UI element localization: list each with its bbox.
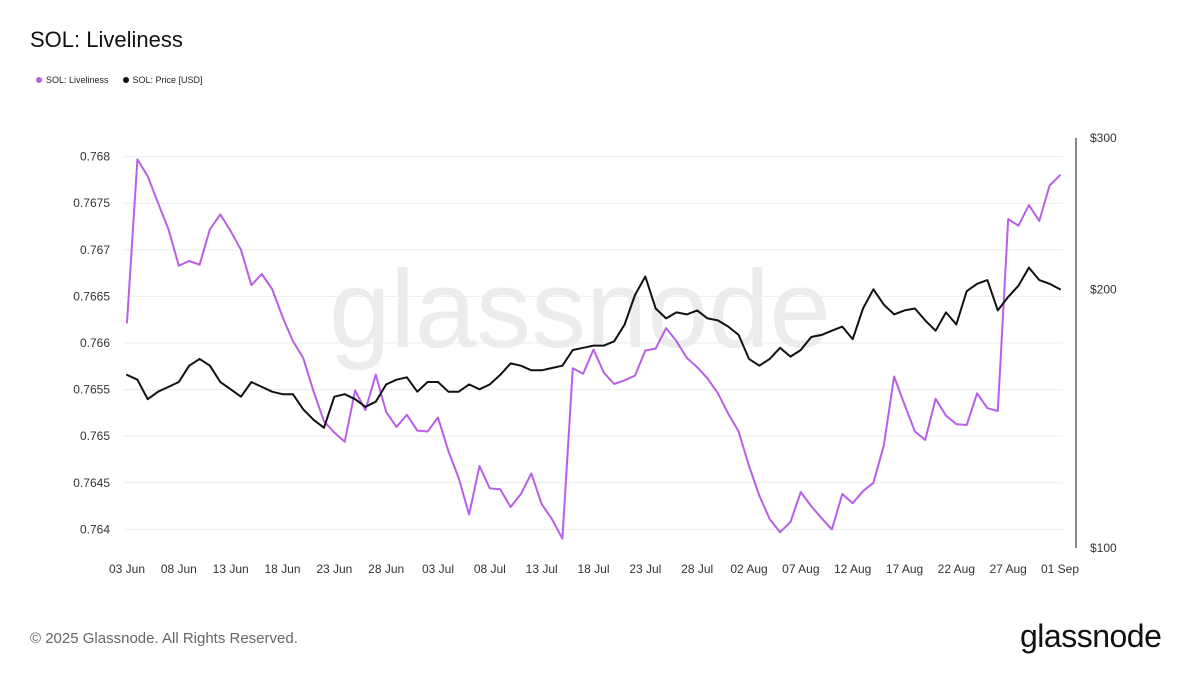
y-left-tick-label: 0.767 (80, 243, 110, 257)
x-tick-label: 07 Aug (782, 562, 819, 576)
x-tick-label: 17 Aug (886, 562, 923, 576)
x-tick-label: 27 Aug (989, 562, 1026, 576)
x-tick-label: 02 Aug (730, 562, 767, 576)
legend-item-liveliness[interactable]: SOL: Liveliness (36, 75, 109, 85)
x-tick-label: 28 Jul (681, 562, 713, 576)
series-line-liveliness (126, 158, 1061, 540)
y-left-tick-label: 0.7655 (73, 383, 110, 397)
legend-label-liveliness: SOL: Liveliness (46, 75, 109, 85)
y-left-tick-label: 0.7645 (73, 476, 110, 490)
y-left-tick-label: 0.7675 (73, 196, 110, 210)
x-tick-label: 23 Jun (316, 562, 352, 576)
x-tick-label: 03 Jul (422, 562, 454, 576)
x-tick-label: 18 Jun (264, 562, 300, 576)
x-tick-label: 13 Jul (526, 562, 558, 576)
x-tick-label: 22 Aug (938, 562, 975, 576)
x-tick-label: 13 Jun (213, 562, 249, 576)
x-tick-label: 18 Jul (577, 562, 609, 576)
y-left-tick-label: 0.765 (80, 429, 110, 443)
series-group (126, 158, 1061, 540)
y-left-tick-label: 0.764 (80, 522, 110, 536)
legend-marker-price (122, 77, 129, 83)
y-right-tick-label: $200 (1090, 282, 1117, 296)
grid-lines (124, 156, 1063, 530)
x-tick-label: 28 Jun (368, 562, 404, 576)
series-line-price (126, 266, 1061, 429)
x-tick-label: 03 Jun (109, 562, 145, 576)
legend-item-price[interactable]: SOL: Price [USD] (122, 75, 203, 85)
y-left-tick-label: 0.7665 (73, 289, 110, 303)
x-tick-label: 12 Aug (834, 562, 871, 576)
y-right-tick-label: $300 (1090, 131, 1117, 145)
axes: 0.764 0.7645 0.765 0.7655 0.766 0.7665 0.767 0.… (73, 131, 1117, 576)
x-tick-label: 08 Jul (474, 562, 506, 576)
y-right-tick-label: $100 (1090, 541, 1117, 555)
y-left-tick-label: 0.766 (80, 336, 110, 350)
chart-title: SOL: Liveliness (30, 27, 183, 52)
legend-marker-liveliness (36, 77, 42, 83)
legend-label-price: SOL: Price [USD] (132, 75, 203, 85)
x-tick-label: 08 Jun (161, 562, 197, 576)
x-tick-label: 01 Sep (1041, 562, 1079, 576)
watermark: glassnode (329, 248, 831, 371)
legend: SOL: Liveliness SOL: Price [USD] (36, 75, 203, 85)
y-left-tick-label: 0.768 (80, 150, 110, 164)
copyright-text: © 2025 Glassnode. All Rights Reserved. (30, 630, 298, 647)
x-tick-label: 23 Jul (629, 562, 661, 576)
brand-logo: glassnode (1020, 618, 1162, 654)
